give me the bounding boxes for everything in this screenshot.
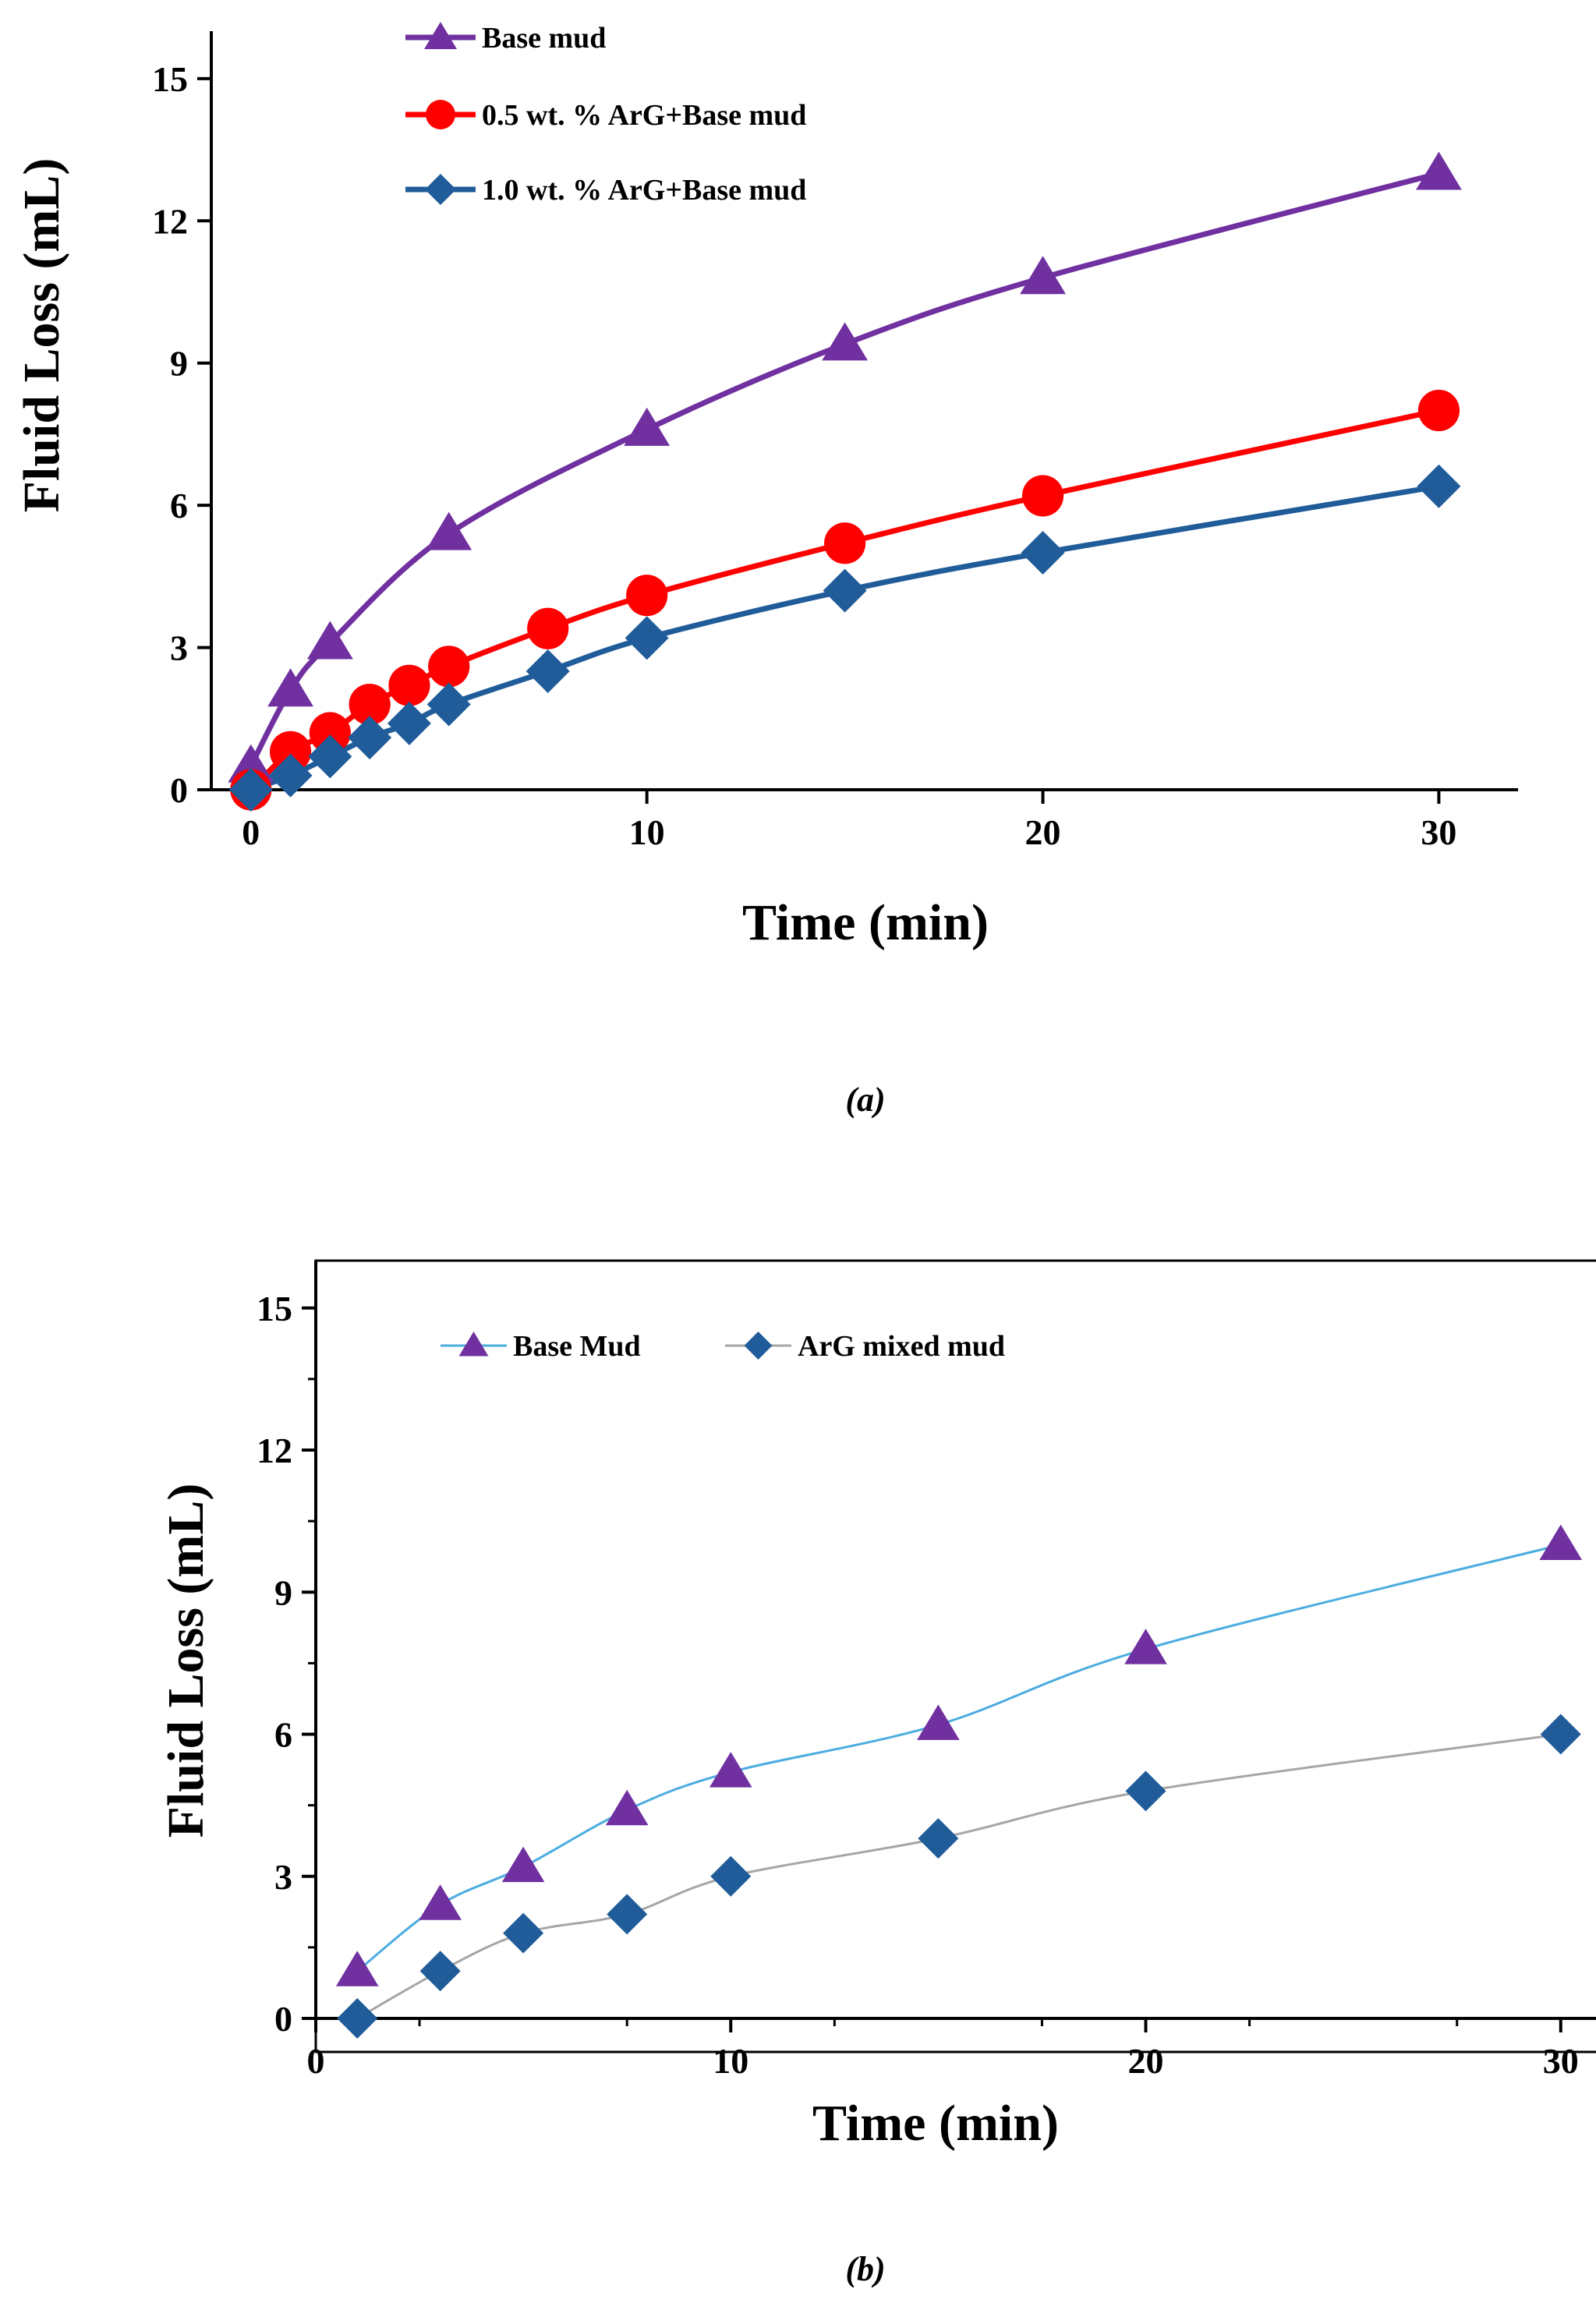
x-tick-label: 30 <box>1421 812 1456 852</box>
y-tick-label: 15 <box>152 59 188 99</box>
legend-entry-label: Base mud <box>482 22 606 55</box>
data-point-series-2 <box>1417 389 1460 432</box>
y-tick-label: 6 <box>170 486 188 525</box>
data-point-series-3 <box>526 649 570 693</box>
y-tick-label: 0 <box>274 1999 292 2039</box>
data-point-series-2 <box>527 607 569 649</box>
data-point-series-3 <box>228 768 273 812</box>
data-point-series-3 <box>426 682 471 727</box>
legend-marker <box>458 1332 489 1357</box>
data-point-series-1 <box>1539 1524 1583 1560</box>
data-point-series-3 <box>823 568 867 613</box>
y-tick-label: 15 <box>257 1289 292 1328</box>
data-point-series-1 <box>1124 1629 1167 1664</box>
data-point-series-2 <box>626 575 668 617</box>
legend-entry-label: ArG mixed mud <box>798 1330 1005 1363</box>
series-line-1 <box>356 1544 1562 1972</box>
data-point-series-1 <box>1416 151 1462 190</box>
y-axis-title-b: Fluid Loss (mL) <box>157 1484 214 1838</box>
data-point-series-2 <box>337 1998 378 2039</box>
data-point-series-1 <box>267 668 313 707</box>
data-point-series-2 <box>607 1894 648 1935</box>
chart-panel-a: 0 3 6 9 12 15 0 10 20 30 Base mud 0.5 wt. % ArG+Ba… <box>13 22 1518 1119</box>
y-tick-label: 12 <box>257 1431 292 1470</box>
data-point-series-2 <box>824 522 866 564</box>
data-point-series-2 <box>1540 1714 1581 1755</box>
legend-marker <box>426 100 455 129</box>
y-tick-label: 0 <box>170 770 188 810</box>
data-point-series-2 <box>503 1912 544 1954</box>
y-tick-label: 3 <box>274 1857 292 1897</box>
series-lines-b <box>356 1544 1562 2020</box>
data-point-series-1 <box>822 322 869 361</box>
axes-a <box>197 31 1518 804</box>
panel-label-b: (b) <box>845 2250 885 2288</box>
legend-entry-label: Base Mud <box>513 1330 641 1363</box>
y-axis-title-a: Fluid Loss (mL) <box>13 158 70 513</box>
series-lines-a <box>248 170 1442 793</box>
x-tick-label: 20 <box>1128 2041 1164 2081</box>
x-tick-label: 0 <box>242 812 260 852</box>
panel-label-a: (a) <box>845 1081 885 1119</box>
legend-entry-label: 0.5 wt. % ArG+Base mud <box>482 99 806 132</box>
data-point-series-2 <box>918 1818 959 1859</box>
data-point-series-3 <box>308 734 352 779</box>
data-point-series-1 <box>917 1704 960 1740</box>
data-point-series-1 <box>426 511 472 550</box>
data-point-series-2 <box>419 1951 461 1992</box>
data-point-series-2 <box>349 683 391 726</box>
data-point-series-3 <box>348 716 392 760</box>
x-tick-label: 10 <box>713 2041 748 2081</box>
data-point-series-2 <box>1125 1770 1166 1812</box>
legend-entry-label: 1.0 wt. % ArG+Base mud <box>482 174 806 207</box>
series-line-2 <box>356 1733 1562 2020</box>
y-tick-label: 3 <box>170 628 188 668</box>
legend-b: Base Mud ArG mixed mud <box>441 1330 1005 1363</box>
data-point-series-2 <box>710 1855 752 1897</box>
data-point-series-1 <box>306 621 353 660</box>
data-point-series-2 <box>269 730 312 773</box>
x-axis-title-a: Time (min) <box>742 894 989 951</box>
legend-marker <box>424 22 457 49</box>
data-point-series-3 <box>1417 464 1461 508</box>
data-point-series-2 <box>428 646 470 688</box>
chart-panel-b: 0 3 6 9 12 15 0 10 20 30 Base Mud ArG mixed mud Ti… <box>157 1259 1596 2288</box>
data-point-series-1 <box>419 1884 462 1920</box>
legend-marker <box>425 174 456 205</box>
x-tick-label: 30 <box>1543 2041 1579 2081</box>
tick-labels-b: 0 3 6 9 12 15 0 10 20 30 <box>257 1289 1579 2081</box>
data-point-series-1 <box>624 407 671 446</box>
data-point-series-3 <box>268 753 313 798</box>
data-point-series-2 <box>1021 475 1064 517</box>
data-point-series-3 <box>1021 530 1065 575</box>
axes-b <box>302 1261 1596 2032</box>
x-tick-label: 10 <box>629 812 665 852</box>
x-tick-label: 20 <box>1025 812 1061 852</box>
data-point-series-1 <box>1020 256 1066 295</box>
series-markers-b <box>335 1524 1583 2039</box>
y-tick-label: 6 <box>274 1715 292 1755</box>
y-tick-label: 9 <box>170 344 188 384</box>
data-point-series-1 <box>335 1951 379 1986</box>
tick-labels-a: 0 3 6 9 12 15 0 10 20 30 <box>152 59 1456 852</box>
data-point-series-2 <box>388 664 430 706</box>
data-point-series-3 <box>625 616 669 660</box>
x-axis-title-b: Time (min) <box>812 2095 1059 2152</box>
data-point-series-1 <box>709 1752 752 1788</box>
data-point-series-1 <box>501 1846 545 1883</box>
series-markers-a <box>228 151 1462 812</box>
data-point-series-2 <box>309 712 351 754</box>
y-tick-label: 12 <box>152 201 188 241</box>
legend-a: Base mud 0.5 wt. % ArG+Base mud 1.0 wt. % … <box>405 22 806 207</box>
data-point-series-3 <box>387 701 431 745</box>
legend-marker <box>744 1332 773 1360</box>
x-tick-label: 0 <box>307 2041 325 2081</box>
data-point-series-1 <box>605 1789 649 1826</box>
y-tick-label: 9 <box>274 1572 292 1612</box>
